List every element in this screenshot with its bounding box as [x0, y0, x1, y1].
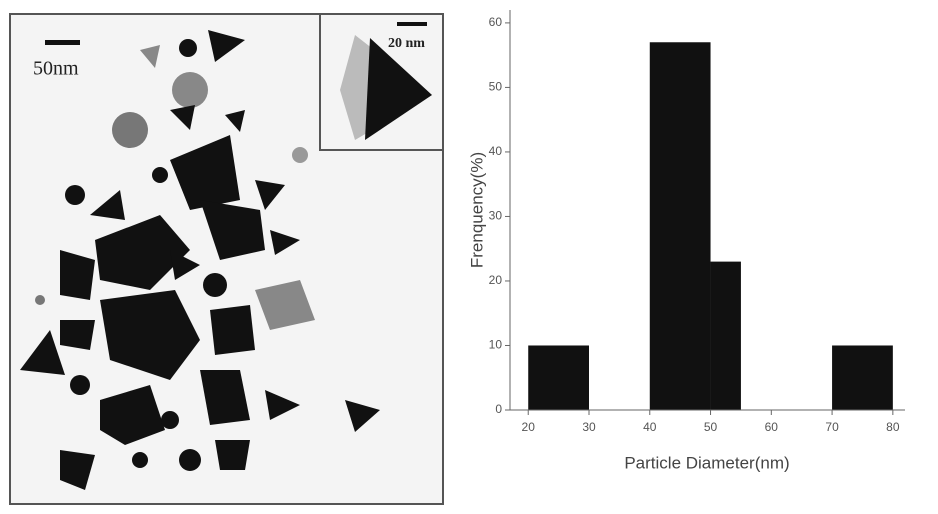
- particles: [20, 30, 380, 490]
- inset-scale-label: 20 nm: [388, 36, 425, 51]
- bar: [649, 42, 711, 411]
- y-tick-label: 20: [489, 273, 503, 287]
- bar: [832, 345, 893, 410]
- y-tick-label: 60: [489, 15, 503, 29]
- x-tick-label: 60: [765, 420, 779, 434]
- inset-scale-bar: [397, 22, 427, 26]
- inset-particle-core: [365, 38, 432, 140]
- tem-image: 50nm 20 nm: [9, 13, 444, 505]
- bar: [528, 345, 589, 410]
- y-tick-label: 30: [489, 209, 503, 223]
- scale-label: 50nm: [33, 58, 79, 80]
- histogram: Frenquency(%) Particle Diameter(nm) 0 10 2…: [467, 10, 905, 472]
- x-axis-label: Particle Diameter(nm): [624, 453, 789, 472]
- x-tick-label: 80: [886, 420, 900, 434]
- y-tick-label: 50: [489, 80, 503, 94]
- y-tick-label: 10: [489, 338, 503, 352]
- y-tick-label: 0: [495, 402, 502, 416]
- x-tick-label: 30: [582, 420, 596, 434]
- scale-bar: [45, 40, 80, 45]
- y-axis-label: Frenquency(%): [467, 152, 486, 268]
- y-tick-label: 40: [489, 144, 503, 158]
- x-tick-label: 50: [704, 420, 718, 434]
- x-tick-label: 20: [522, 420, 536, 434]
- bar: [710, 261, 741, 410]
- x-tick-label: 40: [643, 420, 657, 434]
- x-tick-label: 70: [825, 420, 839, 434]
